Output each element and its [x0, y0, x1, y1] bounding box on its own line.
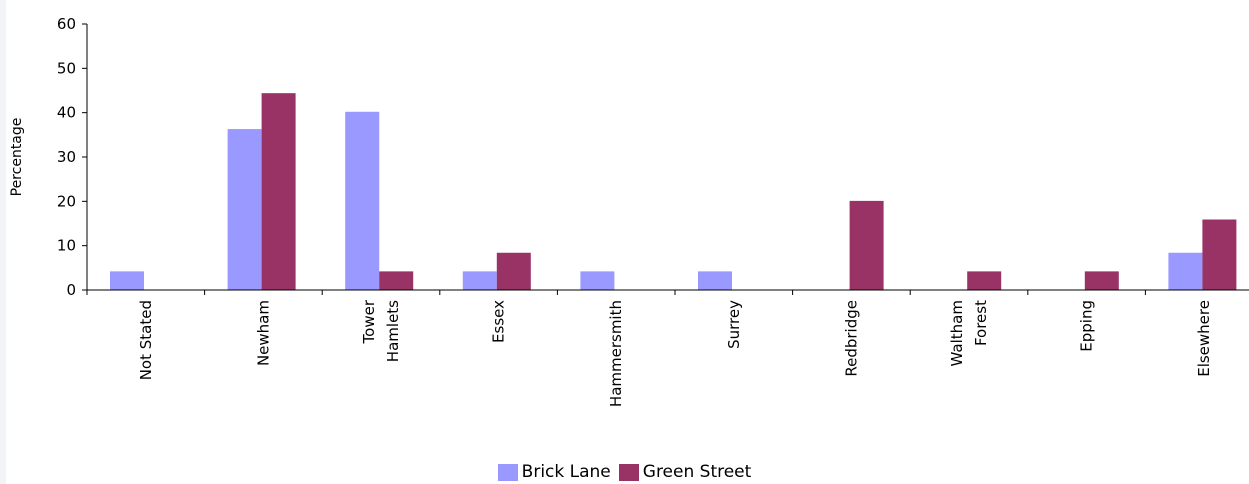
- legend-swatch-green-street: [618, 463, 639, 481]
- x-category-label: Waltham: [948, 300, 966, 366]
- y-tick-label: 50: [57, 59, 76, 77]
- left-edge-strip: [0, 0, 6, 484]
- bar-green-street-waltham-forest: [967, 271, 1002, 290]
- x-category-label: Essex: [490, 300, 508, 343]
- bar-brick-lane-not-stated: [110, 271, 144, 290]
- y-tick-label: 40: [57, 104, 76, 122]
- bar-brick-lane-elsewhere: [1168, 252, 1203, 290]
- bar-green-street-elsewhere: [1202, 219, 1237, 290]
- bar-brick-lane-newham: [227, 129, 262, 290]
- bar-brick-lane-hammersmith: [580, 271, 615, 290]
- bar-brick-lane-essex: [462, 271, 497, 290]
- bar-green-street-essex: [496, 252, 531, 290]
- x-category-label: Redbridge: [842, 300, 860, 377]
- x-category-label: Not Stated: [137, 300, 155, 380]
- bar-green-street-tower-hamlets: [379, 271, 414, 290]
- bar-green-street-redbridge: [849, 200, 884, 290]
- bar-brick-lane-tower-hamlets: [345, 111, 380, 290]
- y-tick-label: 10: [57, 237, 76, 255]
- x-category-label: Forest: [972, 300, 990, 346]
- x-category-label: Surrey: [725, 300, 743, 349]
- bar-chart: 0 10 20 30 40 50 60 Not Stated Newham Tower Hamlet…: [9, 15, 1249, 407]
- y-axis-title: Percentage: [9, 118, 25, 197]
- y-tick-label: 60: [57, 15, 76, 33]
- bar-brick-lane-surrey: [698, 271, 732, 290]
- x-category-label: Tower: [360, 299, 378, 344]
- x-category-label: Elsewhere: [1195, 300, 1213, 377]
- bar-green-street-epping: [1084, 271, 1119, 290]
- x-category-label: Newham: [254, 300, 272, 366]
- legend-item-brick-lane: Brick Lane: [497, 462, 611, 482]
- x-category-label: Hammersmith: [607, 300, 625, 407]
- legend-swatch-brick-lane: [497, 463, 518, 481]
- x-category-label: Hamlets: [384, 300, 402, 362]
- legend-item-green-street: Green Street: [618, 462, 752, 482]
- legend-label-brick-lane: Brick Lane: [521, 462, 611, 482]
- legend: Brick Lane Green Street: [0, 462, 1249, 482]
- legend-label-green-street: Green Street: [642, 462, 752, 482]
- x-category-label: Epping: [1078, 300, 1096, 352]
- y-tick-label: 0: [66, 281, 76, 299]
- y-tick-label: 20: [57, 192, 76, 210]
- y-tick-label: 30: [57, 148, 76, 166]
- bar-green-street-newham: [261, 93, 296, 290]
